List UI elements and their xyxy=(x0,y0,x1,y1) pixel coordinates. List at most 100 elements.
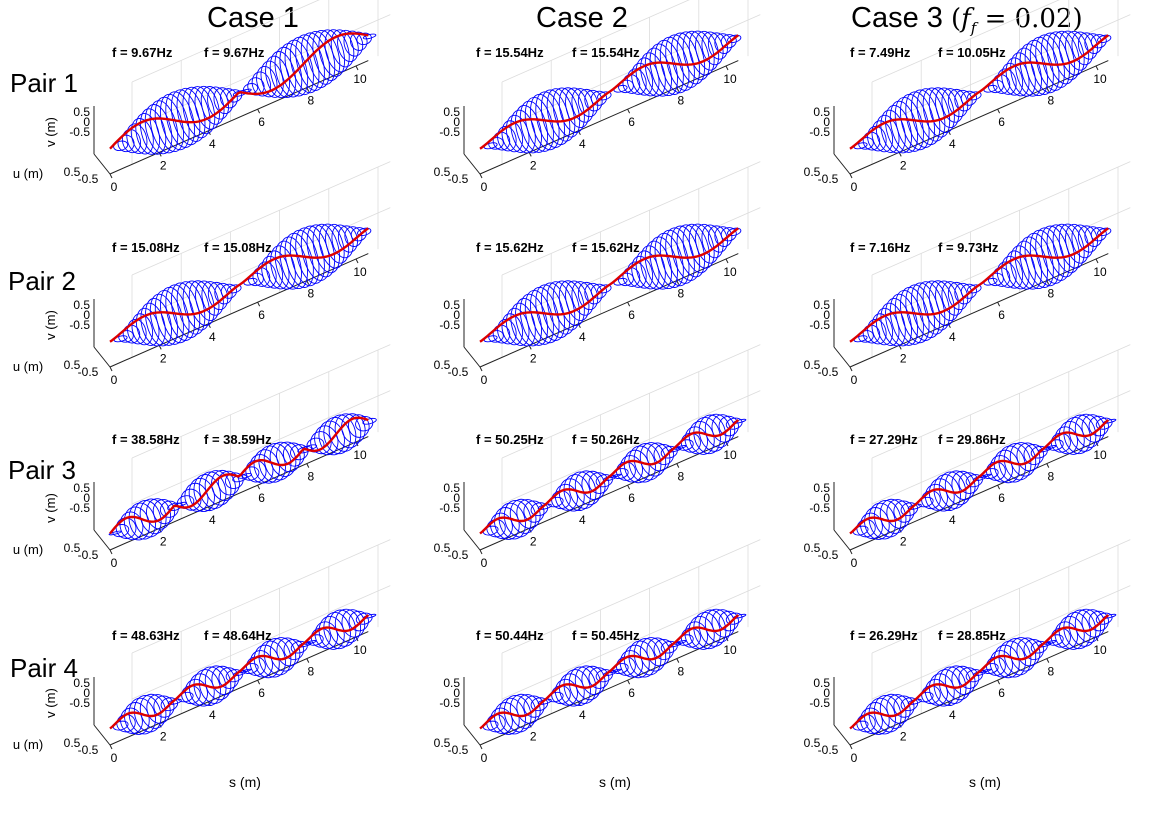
envelope-ring xyxy=(1003,638,1032,676)
envelope-ring xyxy=(676,224,706,278)
x-tick-label: 0 xyxy=(481,373,488,387)
envelope-rings xyxy=(483,223,742,347)
x-tick xyxy=(676,280,680,285)
u-tick-label: 0.5 xyxy=(804,358,821,372)
envelope-ring xyxy=(732,613,747,619)
envelope-ring xyxy=(900,697,919,712)
x-tick xyxy=(257,108,261,114)
envelope-ring xyxy=(1050,432,1071,453)
envelope-ring xyxy=(563,474,591,511)
envelope-ring xyxy=(660,445,678,459)
envelope-ring xyxy=(225,669,243,683)
envelope-ring xyxy=(1102,418,1117,424)
envelope-ring xyxy=(653,639,675,661)
envelope-rings xyxy=(852,608,1117,735)
envelope-ring xyxy=(1065,30,1090,71)
envelope-ring xyxy=(998,640,1026,678)
envelope-ring xyxy=(1058,30,1085,76)
envelope-ring xyxy=(727,34,742,44)
x-tick xyxy=(676,658,680,663)
x-tick xyxy=(627,484,631,490)
envelope-ring xyxy=(182,86,211,139)
envelope-ring xyxy=(612,663,629,675)
envelope-ring xyxy=(581,665,606,696)
envelope-ring xyxy=(682,223,710,274)
x-tick xyxy=(898,345,902,350)
frequency-label: f = 50.45Hz xyxy=(572,628,640,643)
envelope-ring xyxy=(546,88,576,142)
envelope-ring xyxy=(928,87,955,133)
envelope-ring xyxy=(718,610,739,632)
frequency-label: f = 27.29Hz xyxy=(850,432,918,447)
u-axis-line xyxy=(833,346,851,368)
envelope-ring xyxy=(251,71,272,97)
envelope-ring xyxy=(900,502,919,517)
envelope-ring xyxy=(1052,30,1080,81)
envelope-ring xyxy=(535,91,565,148)
x-tick-label: 0 xyxy=(481,180,488,194)
envelope-ring xyxy=(905,91,935,148)
mode-line xyxy=(109,227,369,343)
x-tick-label: 4 xyxy=(209,137,216,151)
x-tick xyxy=(849,366,853,372)
x-tick-label: 2 xyxy=(900,534,907,548)
envelope-ring xyxy=(695,223,720,264)
envelope-ring xyxy=(718,415,739,437)
u-axis-label: u (m) xyxy=(13,542,43,557)
envelope-ring xyxy=(732,418,747,424)
s-axis-line xyxy=(479,436,739,551)
envelope-ring xyxy=(343,30,364,57)
envelope-ring xyxy=(938,666,967,704)
envelope-ring xyxy=(720,227,737,242)
envelope-ring xyxy=(182,280,211,331)
mode-line xyxy=(849,614,1110,730)
frequency-label: f = 38.58Hz xyxy=(112,432,180,447)
envelope-ring xyxy=(318,29,346,77)
envelope-ring xyxy=(276,637,301,667)
frequency-label: f = 15.54Hz xyxy=(572,45,640,60)
envelope-ring xyxy=(310,627,331,648)
v-tick-label: 0 xyxy=(823,115,830,129)
envelope-ring xyxy=(503,694,532,733)
envelope-ring xyxy=(295,227,325,284)
s-axis-line xyxy=(109,60,369,175)
envelope-ring xyxy=(1030,640,1048,654)
envelope-rings xyxy=(852,413,1117,540)
x-tick-label: 2 xyxy=(900,351,907,365)
envelope-ring xyxy=(1003,443,1032,481)
envelope-ring xyxy=(362,33,377,40)
envelope-ring xyxy=(193,669,221,706)
axes xyxy=(833,60,1109,179)
envelope-ring xyxy=(323,612,351,650)
envelope-ring xyxy=(676,31,706,85)
v-tick-label: 0 xyxy=(83,308,90,322)
x-tick-label: 10 xyxy=(723,643,737,657)
x-tick xyxy=(479,173,483,179)
envelope-ring xyxy=(917,496,934,508)
envelope-ring xyxy=(503,499,532,538)
x-tick-label: 2 xyxy=(530,534,537,548)
s-axis-label: s (m) xyxy=(599,774,631,790)
frequency-label: f = 9.73Hz xyxy=(938,240,999,255)
v-tick-label: 0.5 xyxy=(73,676,90,690)
envelope-ring xyxy=(1046,224,1076,278)
envelope-ring xyxy=(982,663,999,675)
x-tick-label: 10 xyxy=(1093,265,1107,279)
envelope-ring xyxy=(1010,245,1036,290)
envelope-ring xyxy=(289,36,320,94)
x-tick-label: 10 xyxy=(353,448,367,462)
frequency-label: f = 28.85Hz xyxy=(938,628,1006,643)
frequency-label: f = 15.08Hz xyxy=(204,240,272,255)
v-tick-label: -0.5 xyxy=(69,696,90,710)
envelope-ring xyxy=(1071,31,1094,66)
envelope-ring xyxy=(482,525,499,536)
x-tick-label: 10 xyxy=(1093,643,1107,657)
envelope-ring xyxy=(227,284,242,294)
envelope-ring xyxy=(633,638,662,676)
v-tick-label: 0.5 xyxy=(813,676,830,690)
x-tick xyxy=(257,301,261,307)
envelope-ring xyxy=(530,697,549,712)
envelope-ring xyxy=(357,227,372,237)
envelope-rings xyxy=(853,223,1112,347)
